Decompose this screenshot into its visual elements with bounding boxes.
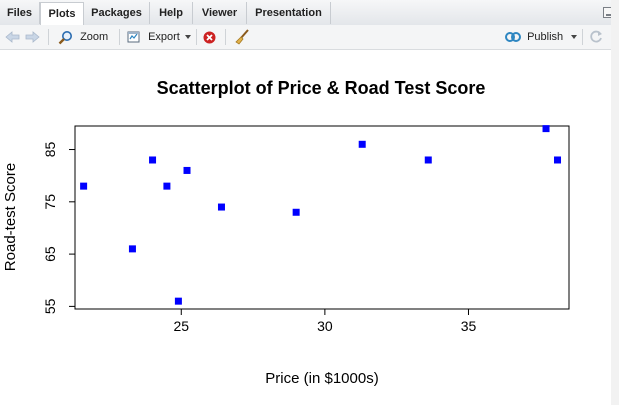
y-tick-label: 85	[42, 142, 58, 158]
clear-all-plots-button[interactable]	[234, 25, 250, 49]
y-axis-label: Road-test Score	[2, 163, 19, 271]
data-point	[358, 140, 366, 148]
data-point	[80, 182, 88, 190]
data-points	[80, 125, 562, 305]
tab-files[interactable]: Files	[0, 2, 40, 24]
x-axis-label: Price (in $1000s)	[265, 370, 378, 387]
plot-canvas: Scatterplot of Price & Road Test Score 2…	[2, 78, 570, 387]
plots-toolbar: Zoom Export	[0, 25, 611, 50]
vertical-scrollbar[interactable]	[611, 0, 619, 405]
remove-plot-button[interactable]	[203, 25, 216, 49]
tab-help[interactable]: Help	[150, 2, 193, 24]
data-point	[183, 166, 191, 174]
zoom-icon	[58, 30, 72, 44]
export-label: Export	[148, 31, 180, 43]
tab-viewer[interactable]: Viewer	[193, 2, 247, 24]
data-point	[424, 156, 432, 164]
data-point	[128, 245, 136, 253]
data-point	[163, 182, 171, 190]
chart-title: Scatterplot of Price & Road Test Score	[157, 78, 486, 98]
data-point	[149, 156, 157, 164]
publish-button[interactable]: Publish	[505, 25, 578, 49]
x-axis: 25 30 35	[173, 309, 476, 334]
y-tick-label: 55	[42, 298, 58, 314]
refresh-button[interactable]	[589, 25, 603, 49]
broom-icon	[235, 29, 249, 45]
publish-icon	[505, 32, 521, 43]
remove-plot-icon	[203, 31, 216, 44]
data-point	[554, 156, 562, 164]
y-tick-label: 75	[42, 194, 58, 210]
chevron-down-icon	[184, 35, 191, 40]
refresh-icon	[590, 30, 602, 43]
export-button[interactable]: Export	[127, 25, 191, 49]
x-tick-label: 25	[173, 318, 189, 334]
zoom-button[interactable]: Zoom	[58, 25, 108, 49]
forward-button[interactable]	[25, 25, 40, 49]
y-tick-label: 65	[42, 246, 58, 262]
y-axis: 55 65 75 85	[42, 142, 75, 314]
chevron-down-icon	[571, 35, 578, 40]
arrow-left-icon	[5, 31, 20, 43]
data-point	[217, 203, 225, 211]
tab-presentation[interactable]: Presentation	[247, 2, 331, 24]
plot-region-box	[74, 125, 570, 310]
data-point	[542, 125, 550, 133]
tab-plots[interactable]: Plots	[40, 2, 84, 25]
x-tick-label: 35	[461, 318, 477, 334]
data-point	[174, 297, 182, 305]
x-tick-label: 30	[317, 318, 333, 334]
tab-packages[interactable]: Packages	[84, 2, 150, 24]
export-icon	[127, 31, 140, 43]
back-button[interactable]	[5, 25, 20, 49]
publish-label: Publish	[527, 31, 564, 43]
arrow-right-icon	[25, 31, 40, 43]
data-point	[292, 208, 300, 216]
zoom-label: Zoom	[80, 31, 109, 43]
pane-tab-bar: Files Plots Packages Help Viewer Present…	[0, 0, 615, 26]
